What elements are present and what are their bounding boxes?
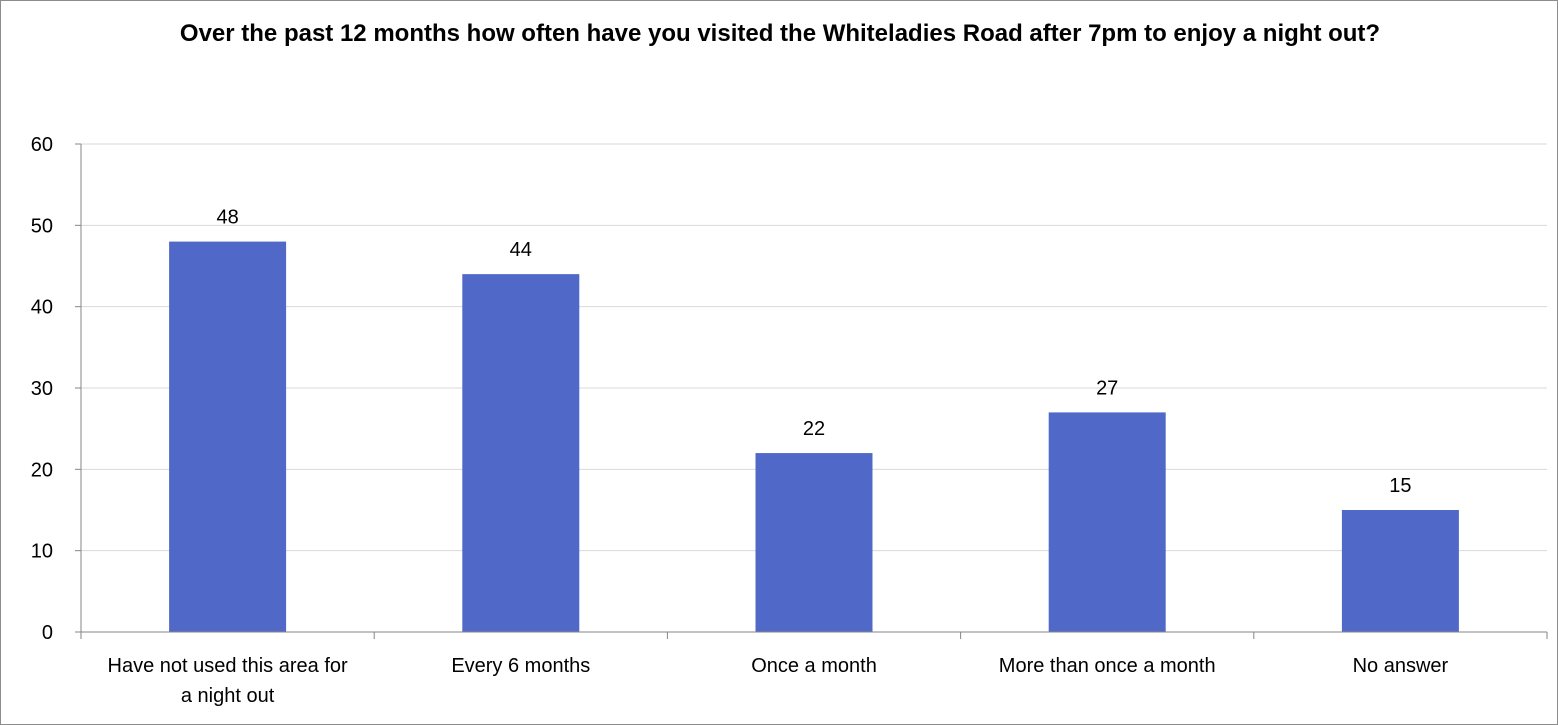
axes: [75, 143, 1548, 639]
x-tick-label: More than once a month: [999, 655, 1216, 677]
x-tick-label-line: More than once a month: [999, 655, 1216, 677]
x-tick-label: Every 6 months: [451, 655, 590, 677]
data-label: 44: [510, 239, 532, 261]
bar: [1341, 510, 1459, 632]
y-tick-label: 10: [31, 541, 53, 563]
data-label: 48: [216, 207, 238, 229]
x-tick-label: Have not used this area for a night out: [108, 655, 348, 707]
bar: [462, 274, 580, 632]
y-tick-label: 30: [31, 378, 53, 400]
y-tick-label: 20: [31, 459, 53, 481]
data-label: 15: [1389, 475, 1411, 497]
x-tick-label-line: a night out: [181, 685, 275, 707]
x-tick-label: Once a month: [751, 655, 877, 677]
bar: [755, 453, 873, 632]
y-tick-label: 0: [42, 622, 53, 644]
y-tick-label: 50: [31, 215, 53, 237]
x-tick-label: No answer: [1353, 655, 1449, 677]
bar: [169, 241, 287, 632]
x-tick-label-line: Once a month: [751, 655, 877, 677]
y-tick-label: 40: [31, 297, 53, 319]
bar: [1048, 412, 1166, 632]
chart-title: Over the past 12 months how often have y…: [179, 20, 1381, 47]
x-tick-label-line: Every 6 months: [451, 655, 590, 677]
y-tick-label: 60: [31, 134, 53, 156]
data-label: 22: [803, 418, 825, 440]
bars: [169, 241, 1459, 632]
x-tick-label-line: Have not used this area for: [108, 655, 348, 677]
x-tick-label-line: No answer: [1353, 655, 1449, 677]
data-label: 27: [1096, 377, 1118, 399]
labels: 0 10 20 30 40 50 60 48 44 22 27 15 Have not used thi…: [31, 134, 1449, 707]
